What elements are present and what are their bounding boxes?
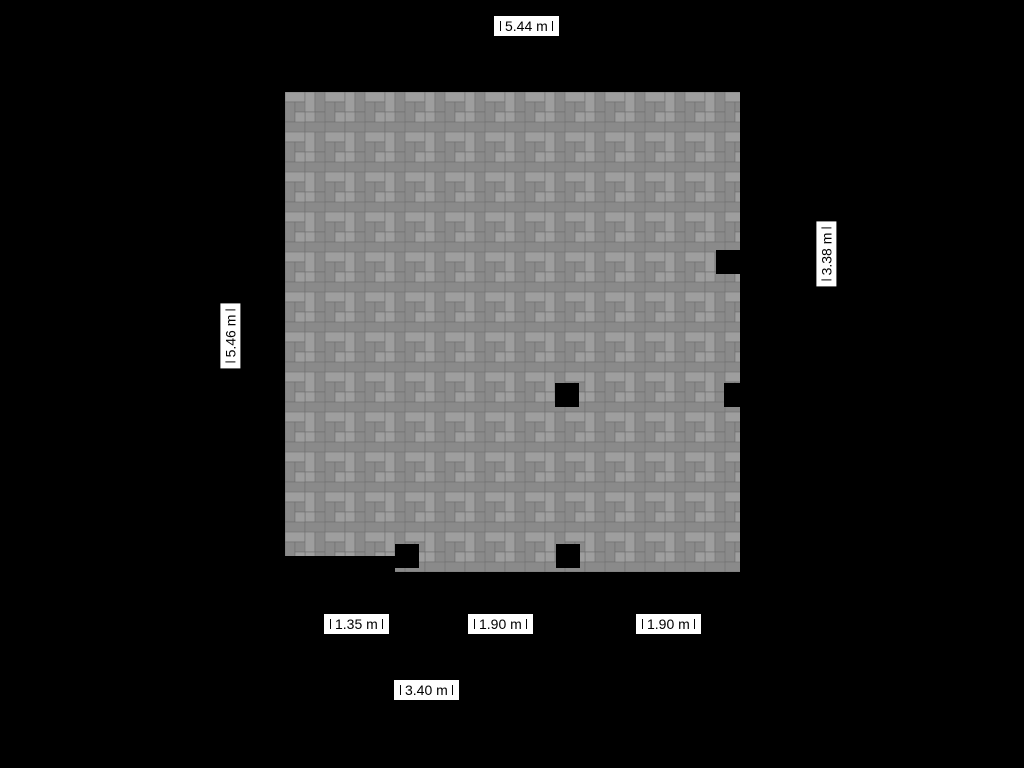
dimension-label-2: 5.46 m — [220, 304, 240, 369]
floor-plan-area — [285, 92, 740, 572]
dimension-label-5: 1.90 m — [636, 614, 701, 634]
herringbone-floor-texture — [285, 92, 740, 572]
dimension-text: 1.35 m — [335, 616, 378, 632]
dimension-text: 5.46 m — [222, 315, 238, 358]
column-1 — [555, 383, 579, 407]
dimension-text: 1.90 m — [479, 616, 522, 632]
dimension-text: 3.38 m — [818, 233, 834, 276]
column-4 — [556, 544, 580, 568]
column-0 — [716, 250, 740, 274]
dimension-label-4: 1.90 m — [468, 614, 533, 634]
column-5 — [285, 556, 395, 572]
dimension-label-0: 5.44 m — [494, 16, 559, 36]
dimension-text: 1.90 m — [647, 616, 690, 632]
dimension-label-6: 3.40 m — [394, 680, 459, 700]
dimension-label-3: 1.35 m — [324, 614, 389, 634]
dimension-text: 3.40 m — [405, 682, 448, 698]
column-3 — [395, 544, 419, 568]
dimension-label-1: 3.38 m — [816, 222, 836, 287]
column-2 — [724, 383, 740, 407]
dimension-text: 5.44 m — [505, 18, 548, 34]
